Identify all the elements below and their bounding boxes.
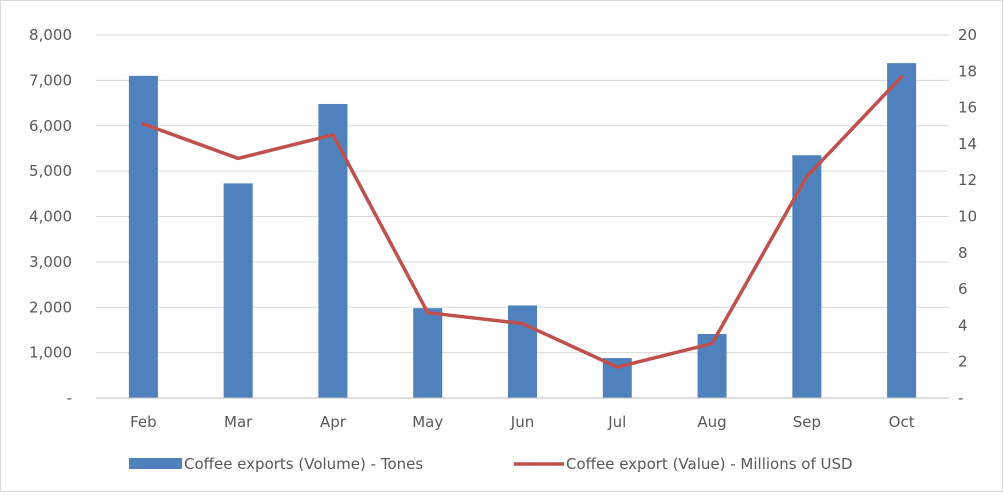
bar-oct <box>887 63 916 398</box>
left-axis-tick-label: 7,000 <box>29 71 72 89</box>
right-axis-tick-label: 14 <box>958 135 977 153</box>
left-axis-tick-label: 8,000 <box>29 26 72 44</box>
right-axis-tick-label: 16 <box>958 99 977 117</box>
bar-may <box>413 308 442 398</box>
right-axis-tick-label: 6 <box>958 280 968 298</box>
legend: Coffee exports (Volume) - Tones Coffee ex… <box>129 455 853 473</box>
x-axis-category-label: Mar <box>224 413 253 431</box>
legend-swatch-volume <box>129 458 182 469</box>
axes: - 1,000 2,000 3,000 4,000 5,000 6,000 7,000 8,00… <box>29 26 977 431</box>
x-axis-category-label: Jul <box>607 413 626 431</box>
x-axis-category-label: Aug <box>697 413 726 431</box>
right-axis-tick-label: 12 <box>958 171 977 189</box>
left-axis-tick-label: 6,000 <box>29 117 72 135</box>
right-axis-tick-label: 8 <box>958 244 968 262</box>
x-axis-category-label: Jun <box>510 413 534 431</box>
right-axis-tick-label: 10 <box>958 208 977 226</box>
bar-jun <box>508 305 537 398</box>
left-axis-tick-label: 1,000 <box>29 344 72 362</box>
legend-label-volume: Coffee exports (Volume) - Tones <box>184 455 423 473</box>
left-axis-tick-label: - <box>67 389 72 407</box>
left-axis-tick-label: 5,000 <box>29 162 72 180</box>
x-axis-category-label: Apr <box>320 413 347 431</box>
bar-mar <box>224 183 253 398</box>
left-axis-tick-label: 3,000 <box>29 253 72 271</box>
x-axis-category-label: Feb <box>130 413 157 431</box>
bar-apr <box>318 104 347 398</box>
x-axis-category-label: May <box>412 413 443 431</box>
x-axis-category-label: Oct <box>889 413 915 431</box>
legend-label-value: Coffee export (Value) - Millions of USD <box>566 455 853 473</box>
right-axis-tick-label: 18 <box>958 62 977 80</box>
bar-series-volume <box>129 63 916 398</box>
line-series-value <box>143 77 901 368</box>
right-axis-tick-label: - <box>958 389 963 407</box>
left-axis-tick-label: 4,000 <box>29 208 72 226</box>
right-axis-tick-label: 4 <box>958 316 968 334</box>
right-axis-tick-label: 20 <box>958 26 977 44</box>
x-axis-category-label: Sep <box>793 413 821 431</box>
left-axis-tick-label: 2,000 <box>29 298 72 316</box>
right-axis-tick-label: 2 <box>958 353 968 371</box>
